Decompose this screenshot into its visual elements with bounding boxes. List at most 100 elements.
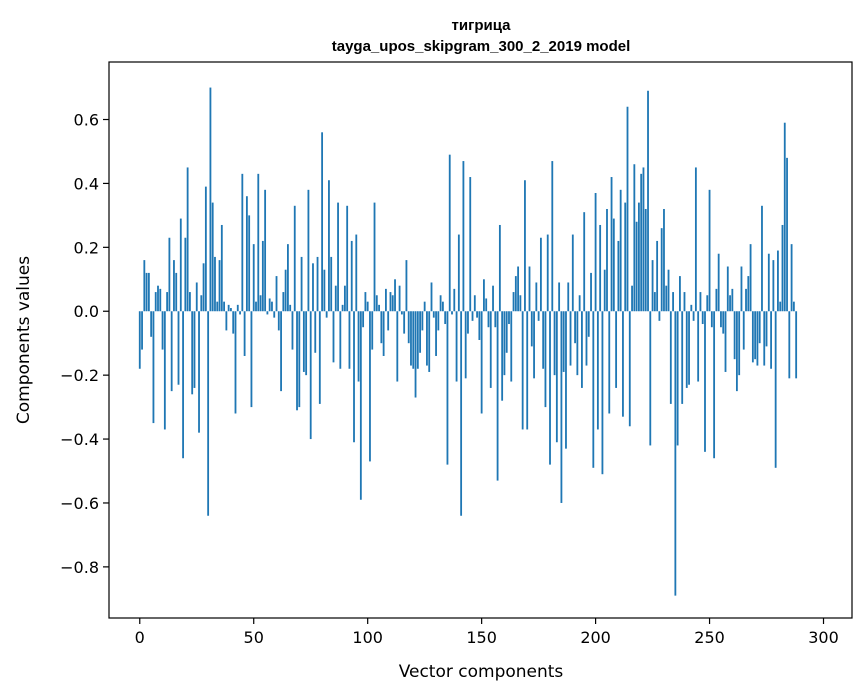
bar-82 — [325, 311, 328, 318]
bar-188 — [567, 282, 570, 312]
bar-series — [138, 87, 798, 596]
bar-140 — [457, 234, 460, 312]
bar-277 — [770, 311, 772, 369]
bar-237 — [679, 276, 681, 312]
bar-138 — [453, 288, 456, 312]
bar-258 — [726, 266, 729, 312]
bar-16 — [175, 272, 178, 312]
bar-175 — [537, 311, 540, 321]
bar-190 — [571, 234, 574, 312]
bar-22 — [189, 292, 191, 312]
bar-35 — [218, 260, 221, 312]
bar-139 — [455, 311, 458, 382]
bar-13 — [168, 237, 171, 312]
bar-95 — [355, 234, 358, 312]
bar-77 — [314, 311, 317, 353]
bar-195 — [583, 212, 586, 312]
bar-67 — [291, 311, 294, 350]
bar-284 — [786, 157, 788, 312]
bar-121 — [414, 311, 417, 398]
bar-245 — [697, 311, 700, 382]
bar-282 — [781, 224, 784, 312]
bar-266 — [745, 288, 747, 312]
bar-196 — [585, 311, 588, 366]
bar-205 — [606, 208, 608, 312]
x-tick-label: 100 — [352, 628, 383, 647]
bar-81 — [323, 269, 326, 312]
y-axis-label: Components values — [14, 256, 34, 424]
bar-178 — [544, 311, 547, 408]
bar-253 — [715, 288, 718, 312]
bar-183 — [555, 311, 558, 443]
bar-144 — [467, 311, 469, 334]
bar-280 — [777, 250, 779, 312]
bar-278 — [772, 260, 775, 312]
bar-65 — [287, 244, 289, 312]
bar-257 — [724, 311, 727, 372]
bar-240 — [685, 311, 688, 388]
bar-11 — [163, 311, 166, 430]
bar-69 — [296, 311, 298, 411]
bar-207 — [610, 177, 613, 312]
bar-211 — [619, 189, 622, 312]
bar-234 — [672, 292, 674, 312]
bar-61 — [277, 311, 280, 331]
bar-209 — [615, 311, 618, 388]
bar-271 — [756, 311, 759, 366]
bar-23 — [191, 311, 194, 395]
bar-112 — [394, 279, 396, 312]
bar-236 — [676, 311, 679, 446]
bar-256 — [722, 311, 725, 334]
bar-56 — [266, 311, 269, 315]
bar-71 — [300, 256, 303, 312]
bar-172 — [530, 311, 533, 347]
bar-57 — [268, 298, 271, 312]
bar-168 — [521, 311, 524, 430]
x-axis-label: Vector components — [399, 662, 564, 682]
bar-51 — [255, 301, 257, 312]
plot-area-frame — [108, 61, 853, 619]
bar-43 — [236, 304, 239, 312]
bar-100 — [366, 301, 369, 312]
y-tick-label: 0.2 — [74, 238, 99, 257]
bar-49 — [250, 311, 253, 408]
y-tick-label: −0.6 — [60, 494, 99, 513]
x-tick-label: 0 — [135, 628, 145, 647]
bar-107 — [382, 311, 385, 356]
bar-58 — [271, 301, 273, 312]
bar-155 — [492, 285, 494, 312]
bar-25 — [195, 282, 198, 312]
bar-127 — [428, 311, 431, 372]
bar-159 — [501, 311, 504, 401]
chart-subtitle: tayga_upos_skipgram_300_2_2019 model — [332, 38, 631, 55]
bar-18 — [179, 218, 182, 312]
bar-229 — [660, 228, 663, 312]
bar-92 — [348, 311, 351, 369]
chart-title: тигрица — [452, 17, 512, 34]
bar-147 — [473, 295, 476, 312]
bar-111 — [391, 295, 394, 312]
bar-87 — [337, 202, 339, 312]
bar-99 — [364, 292, 367, 312]
bar-110 — [389, 292, 392, 312]
bar-185 — [560, 311, 563, 503]
bar-264 — [740, 266, 743, 312]
bar-132 — [439, 295, 442, 312]
bar-247 — [701, 311, 704, 325]
bar-192 — [576, 311, 579, 376]
bar-38 — [225, 311, 228, 331]
bar-269 — [751, 311, 754, 363]
bar-262 — [735, 311, 738, 392]
bar-133 — [441, 301, 444, 312]
bar-181 — [551, 161, 554, 312]
bar-173 — [533, 311, 535, 379]
bar-47 — [245, 196, 248, 312]
bar-94 — [353, 311, 355, 443]
bar-151 — [483, 279, 485, 312]
bar-2 — [143, 260, 146, 312]
bar-279 — [774, 311, 777, 468]
bar-83 — [328, 180, 330, 312]
bar-169 — [524, 180, 526, 312]
